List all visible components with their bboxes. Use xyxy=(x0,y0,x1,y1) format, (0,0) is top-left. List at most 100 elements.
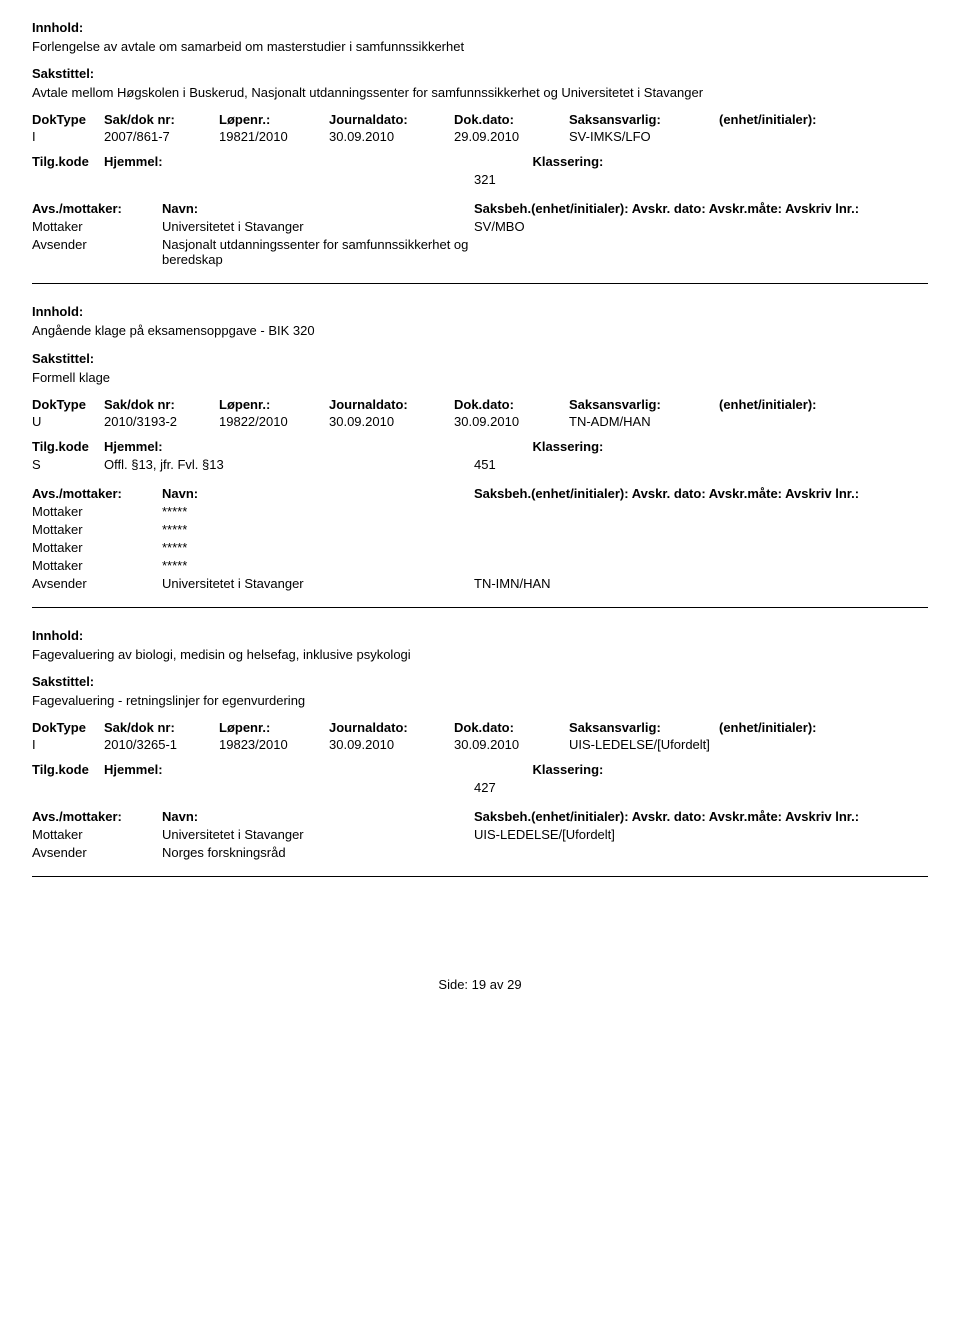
doktype-label: DokType xyxy=(32,720,104,735)
klassering-value: 451 xyxy=(474,457,496,472)
tilgkode-value xyxy=(32,172,104,187)
tilg-row: Tilg.kode Hjemmel: Klassering: xyxy=(32,154,928,169)
dokdato-value: 30.09.2010 xyxy=(454,737,569,752)
klassering-value: 427 xyxy=(474,780,496,795)
hjemmel-label: Hjemmel: xyxy=(104,154,163,169)
party-saksbeh: UIS-LEDELSE/[Ufordelt] xyxy=(474,827,928,842)
party-role: Mottaker xyxy=(32,522,162,537)
page-footer: Side: 19 av 29 xyxy=(32,977,928,992)
sakstittel-text: Avtale mellom Høgskolen i Buskerud, Nasj… xyxy=(32,84,928,102)
hjemmel-value: Offl. §13, jfr. Fvl. §13 xyxy=(104,457,474,472)
dokdato-value: 30.09.2010 xyxy=(454,414,569,429)
dokdato-label: Dok.dato: xyxy=(454,397,569,412)
lopenr-value: 19822/2010 xyxy=(219,414,329,429)
party-header: Avs./mottaker: Navn: Saksbeh.(enhet/init… xyxy=(32,809,928,824)
doktype-value: U xyxy=(32,414,104,429)
sakstittel-label: Sakstittel: xyxy=(32,66,928,81)
tilg-row: Tilg.kode Hjemmel: Klassering: xyxy=(32,762,928,777)
record-divider xyxy=(32,876,928,877)
dokdato-label: Dok.dato: xyxy=(454,720,569,735)
innhold-label: Innhold: xyxy=(32,20,928,35)
party-row: Avsender Universitetet i Stavanger TN-IM… xyxy=(32,576,928,591)
footer-side-label: Side: xyxy=(438,977,468,992)
hjemmel-value xyxy=(104,172,474,187)
journal-record: Innhold: Angående klage på eksamensoppga… xyxy=(32,304,928,590)
tilg-value-row: 427 xyxy=(32,780,928,795)
avsmottaker-label: Avs./mottaker: xyxy=(32,201,162,216)
saksansvarlig-value: UIS-LEDELSE/[Ufordelt] xyxy=(569,737,719,752)
party-row: Mottaker ***** xyxy=(32,522,928,537)
navn-label: Navn: xyxy=(162,201,474,216)
enhet-label: (enhet/initialer): xyxy=(719,397,928,412)
doktype-label: DokType xyxy=(32,112,104,127)
party-name: Norges forskningsråd xyxy=(162,845,474,860)
party-name: ***** xyxy=(162,522,474,537)
saksbeh-header: Saksbeh.(enhet/initialer): Avskr. dato: … xyxy=(474,809,928,824)
party-row: Avsender Nasjonalt utdanningssenter for … xyxy=(32,237,928,267)
hjemmel-value xyxy=(104,780,474,795)
record-divider xyxy=(32,607,928,608)
klassering-label: Klassering: xyxy=(533,154,604,169)
party-role: Avsender xyxy=(32,237,162,252)
footer-av-label: av xyxy=(490,977,504,992)
innhold-text: Angående klage på eksamensoppgave - BIK … xyxy=(32,322,928,340)
innhold-label: Innhold: xyxy=(32,304,928,319)
sakstittel-text: Formell klage xyxy=(32,369,928,387)
hjemmel-label: Hjemmel: xyxy=(104,762,163,777)
party-name: ***** xyxy=(162,558,474,573)
record-divider xyxy=(32,283,928,284)
saksbeh-header: Saksbeh.(enhet/initialer): Avskr. dato: … xyxy=(474,486,928,501)
navn-label: Navn: xyxy=(162,486,474,501)
journaldato-value: 30.09.2010 xyxy=(329,737,454,752)
tilgkode-value: S xyxy=(32,457,104,472)
party-name: ***** xyxy=(162,504,474,519)
meta-row: DokType I Sak/dok nr: 2007/861-7 Løpenr.… xyxy=(32,112,928,144)
saknr-label: Sak/dok nr: xyxy=(104,112,219,127)
saksansvarlig-value: TN-ADM/HAN xyxy=(569,414,719,429)
party-header: Avs./mottaker: Navn: Saksbeh.(enhet/init… xyxy=(32,201,928,216)
journaldato-label: Journaldato: xyxy=(329,112,454,127)
party-saksbeh: SV/MBO xyxy=(474,219,928,234)
saksansvarlig-label: Saksansvarlig: xyxy=(569,112,719,127)
enhet-label: (enhet/initialer): xyxy=(719,112,928,127)
klassering-value: 321 xyxy=(474,172,496,187)
avsmottaker-label: Avs./mottaker: xyxy=(32,809,162,824)
doktype-value: I xyxy=(32,737,104,752)
tilgkode-label: Tilg.kode xyxy=(32,154,104,169)
saknr-value: 2010/3193-2 xyxy=(104,414,219,429)
journaldato-value: 30.09.2010 xyxy=(329,129,454,144)
lopenr-label: Løpenr.: xyxy=(219,720,329,735)
innhold-text: Forlengelse av avtale om samarbeid om ma… xyxy=(32,38,928,56)
saknr-label: Sak/dok nr: xyxy=(104,720,219,735)
saknr-label: Sak/dok nr: xyxy=(104,397,219,412)
doktype-label: DokType xyxy=(32,397,104,412)
lopenr-label: Løpenr.: xyxy=(219,112,329,127)
saknr-value: 2007/861-7 xyxy=(104,129,219,144)
tilgkode-label: Tilg.kode xyxy=(32,762,104,777)
klassering-label: Klassering: xyxy=(533,762,604,777)
klassering-label: Klassering: xyxy=(533,439,604,454)
journaldato-label: Journaldato: xyxy=(329,720,454,735)
party-saksbeh: TN-IMN/HAN xyxy=(474,576,928,591)
party-role: Avsender xyxy=(32,845,162,860)
lopenr-label: Løpenr.: xyxy=(219,397,329,412)
lopenr-value: 19821/2010 xyxy=(219,129,329,144)
journal-record: Innhold: Forlengelse av avtale om samarb… xyxy=(32,20,928,267)
party-row: Mottaker ***** xyxy=(32,558,928,573)
tilg-value-row: S Offl. §13, jfr. Fvl. §13 451 xyxy=(32,457,928,472)
party-row: Avsender Norges forskningsråd xyxy=(32,845,928,860)
party-row: Mottaker ***** xyxy=(32,540,928,555)
journaldato-label: Journaldato: xyxy=(329,397,454,412)
saksansvarlig-value: SV-IMKS/LFO xyxy=(569,129,719,144)
party-row: Mottaker ***** xyxy=(32,504,928,519)
avsmottaker-label: Avs./mottaker: xyxy=(32,486,162,501)
hjemmel-label: Hjemmel: xyxy=(104,439,163,454)
saksansvarlig-label: Saksansvarlig: xyxy=(569,720,719,735)
footer-page: 19 xyxy=(472,977,486,992)
navn-label: Navn: xyxy=(162,809,474,824)
tilg-row: Tilg.kode Hjemmel: Klassering: xyxy=(32,439,928,454)
party-role: Mottaker xyxy=(32,558,162,573)
saknr-value: 2010/3265-1 xyxy=(104,737,219,752)
footer-total: 29 xyxy=(507,977,521,992)
party-role: Mottaker xyxy=(32,827,162,842)
